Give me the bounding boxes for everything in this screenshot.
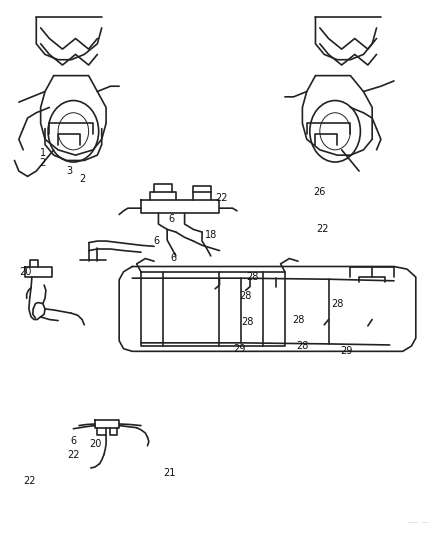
Text: 28: 28 xyxy=(291,314,304,325)
Text: 6: 6 xyxy=(153,236,159,246)
Text: 21: 21 xyxy=(163,469,175,478)
Text: 28: 28 xyxy=(241,317,254,327)
Text: ......  ....: ...... .... xyxy=(407,519,428,523)
Text: 22: 22 xyxy=(215,192,227,203)
Text: 2: 2 xyxy=(79,174,85,184)
Text: 6: 6 xyxy=(168,214,174,224)
Text: 22: 22 xyxy=(315,224,328,235)
Text: 6: 6 xyxy=(170,253,177,263)
Text: 26: 26 xyxy=(313,187,325,197)
Text: 28: 28 xyxy=(245,272,258,282)
Text: 29: 29 xyxy=(233,344,245,354)
Text: 29: 29 xyxy=(339,346,351,357)
Text: 20: 20 xyxy=(19,267,32,277)
Text: 28: 28 xyxy=(330,298,343,309)
Text: 6: 6 xyxy=(70,437,76,447)
Text: 22: 22 xyxy=(67,450,79,460)
Text: 28: 28 xyxy=(239,290,251,301)
Text: 1: 1 xyxy=(40,148,46,158)
Text: 22: 22 xyxy=(24,477,36,486)
Text: 28: 28 xyxy=(296,341,308,351)
Text: 3: 3 xyxy=(66,166,72,176)
Text: 20: 20 xyxy=(89,439,101,449)
Text: 2: 2 xyxy=(39,158,46,168)
Text: 18: 18 xyxy=(204,230,216,240)
